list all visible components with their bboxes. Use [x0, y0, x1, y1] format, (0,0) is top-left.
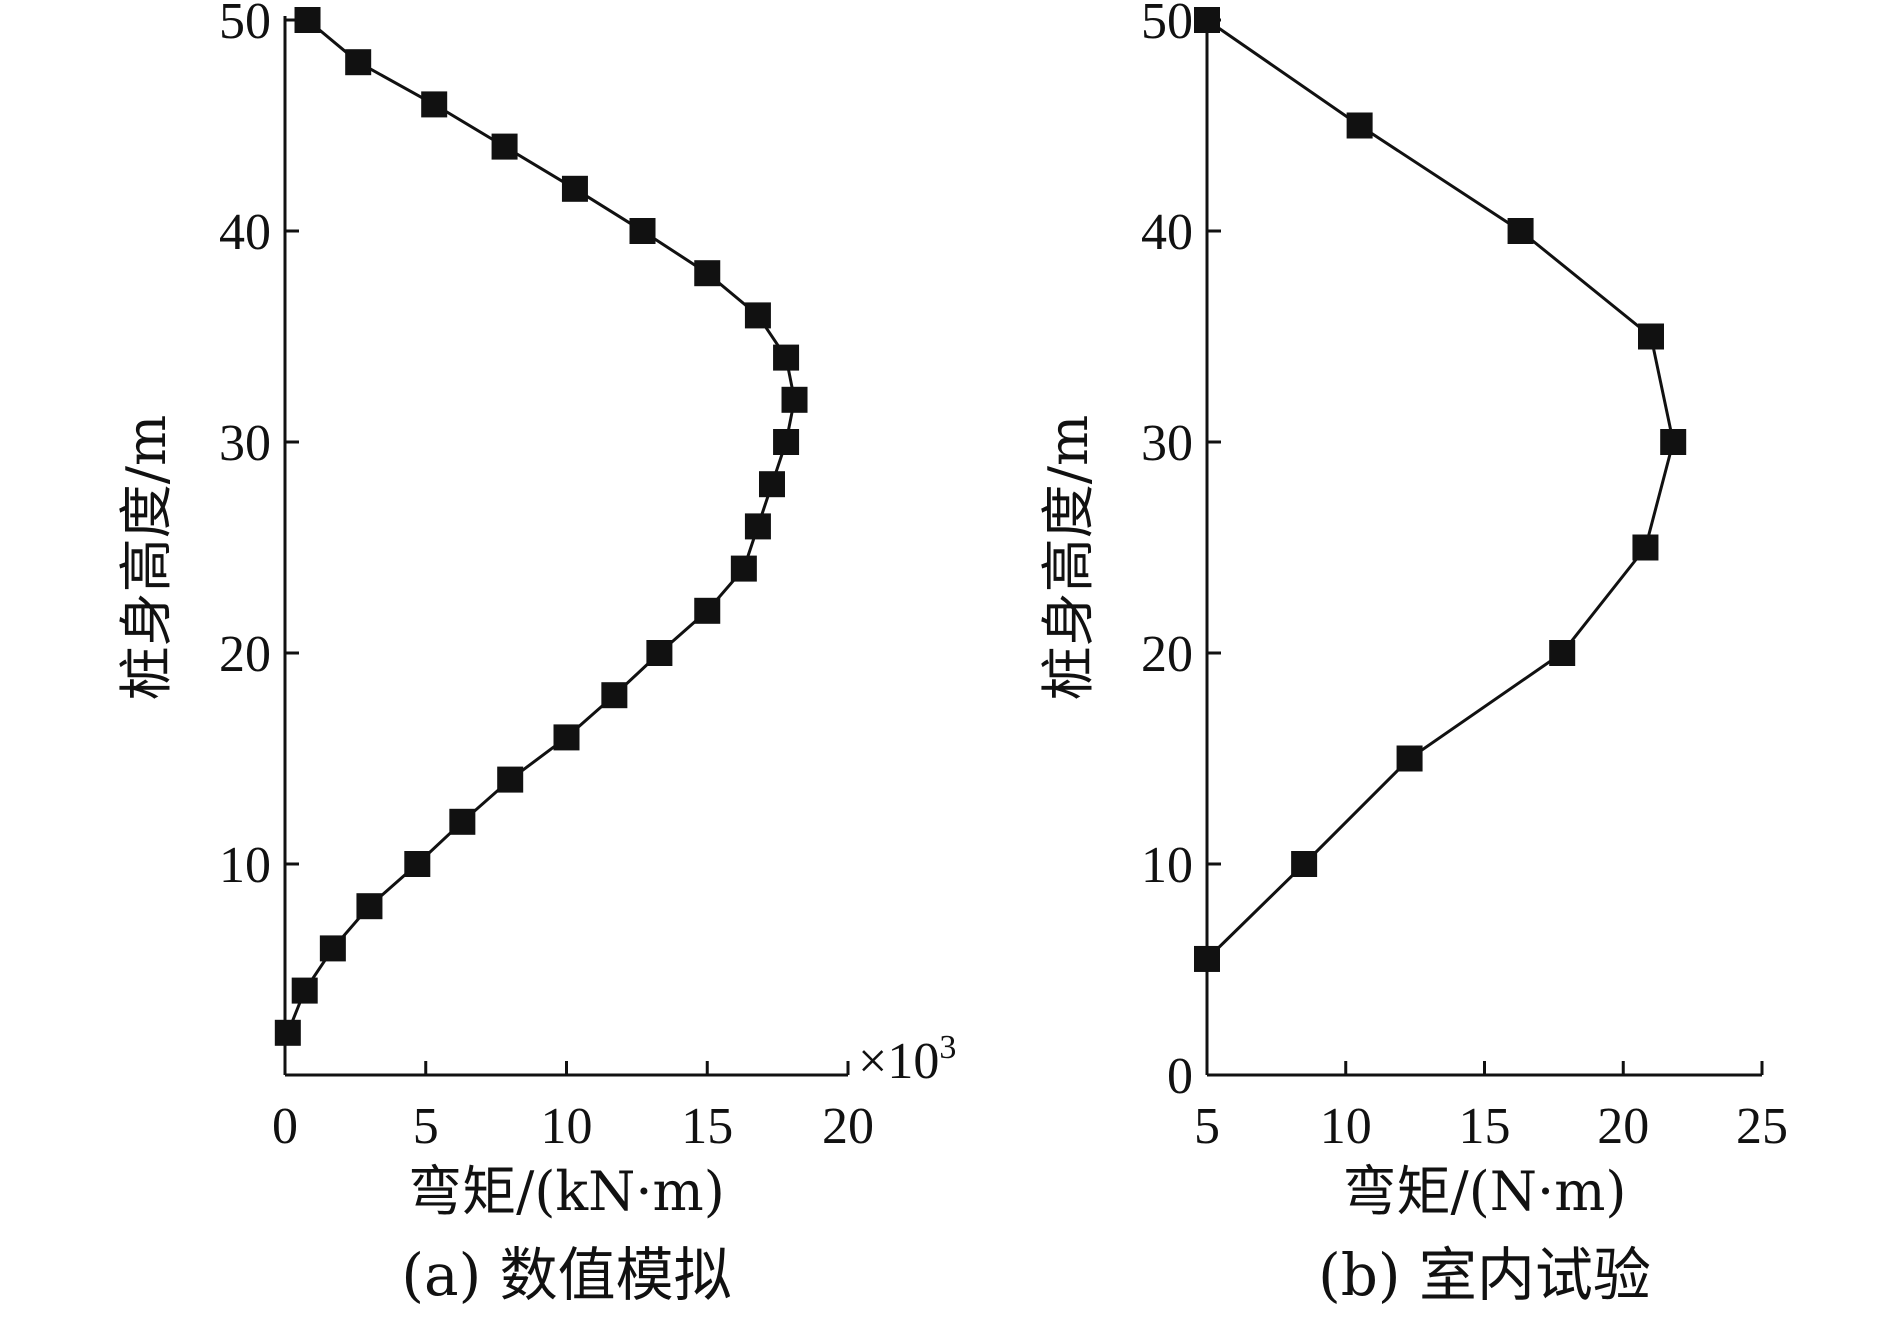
data-point-marker: [758, 471, 785, 498]
data-point-marker: [319, 935, 346, 962]
data-point-marker: [345, 49, 372, 76]
y-tick-label: 40: [219, 204, 271, 261]
data-point-marker: [1396, 745, 1423, 772]
panel-caption: (b) 室内试验: [1318, 1241, 1651, 1309]
data-point-marker: [601, 682, 628, 709]
y-tick-label: 50: [1141, 0, 1193, 50]
data-point-marker: [294, 7, 321, 33]
data-point-marker: [744, 513, 771, 540]
x-tick-label: 20: [822, 1098, 874, 1155]
series-line: [1205, 18, 1675, 961]
y-tick-label: 50: [219, 0, 271, 50]
data-point-marker: [274, 1019, 301, 1046]
data-point-marker: [1291, 851, 1318, 877]
y-tick-label: 20: [219, 626, 271, 683]
y-tick-label: 30: [219, 415, 271, 472]
y-tick-label: 0: [1167, 1048, 1193, 1105]
x-tick-label: 0: [272, 1098, 298, 1155]
data-point-marker: [694, 597, 721, 624]
data-point-marker: [497, 766, 524, 793]
data-point-marker: [773, 344, 800, 371]
y-axis-label: 桩身高度/m: [115, 415, 178, 700]
y-tick-label: 30: [1141, 415, 1193, 472]
y-tick-label: 20: [1141, 626, 1193, 683]
data-point-marker: [629, 218, 656, 244]
x-tick-label: 15: [1459, 1098, 1511, 1155]
y-axis-label: 桩身高度/m: [1037, 415, 1100, 700]
x-axis-label: 弯矩/(kN·m): [408, 1160, 725, 1223]
data-point-marker: [491, 133, 518, 160]
x-tick-label: 10: [1320, 1098, 1372, 1155]
data-point-marker: [356, 893, 383, 920]
panel-a-numerical-simulation: 0 5 10 15 20 10 20 30 40 50 弯矩/(kN·m) 桩身高度/m (a) 数值模…: [115, 0, 956, 1309]
data-point-marker: [1632, 534, 1659, 561]
data-point-marker: [291, 977, 318, 1004]
x-axis-label: 弯矩/(N·m): [1343, 1160, 1627, 1223]
x-axis-multiplier: ×103: [858, 1029, 956, 1090]
data-point-marker: [744, 302, 771, 329]
x-tick-label: 10: [541, 1098, 593, 1155]
data-point-marker: [1660, 429, 1687, 455]
data-point-marker: [449, 808, 476, 835]
y-tick-label: 10: [1141, 837, 1193, 894]
data-point-marker: [1346, 112, 1373, 139]
panel-caption: (a) 数值模拟: [401, 1241, 731, 1309]
x-tick-label: 15: [681, 1098, 733, 1155]
data-point-marker: [1549, 640, 1576, 666]
x-tick-label: 5: [413, 1098, 439, 1155]
data-point-marker: [781, 386, 808, 413]
data-point-marker: [1194, 7, 1220, 33]
data-point-marker: [730, 555, 757, 582]
data-point-marker: [773, 429, 800, 455]
data-point-marker: [561, 175, 588, 202]
x-tick-label: 25: [1736, 1098, 1788, 1155]
y-tick-label: 40: [1141, 204, 1193, 261]
data-point-marker: [421, 91, 448, 118]
data-point-marker: [1507, 218, 1534, 244]
data-point-marker: [694, 260, 721, 287]
series-line: [286, 18, 797, 1034]
data-point-marker: [404, 851, 431, 877]
y-tick-label: 10: [219, 837, 271, 894]
panel-b-lab-test: 5 10 15 20 25 0 10 20 30 40 50 弯矩/(N·m) 桩身高度/m (b) 室内…: [1037, 0, 1788, 1309]
data-point-marker: [1638, 323, 1664, 350]
x-tick-label: 5: [1194, 1098, 1220, 1155]
x-tick-label: 20: [1597, 1098, 1649, 1155]
data-point-marker: [1194, 945, 1220, 972]
data-point-marker: [646, 640, 673, 666]
data-point-marker: [553, 724, 580, 751]
